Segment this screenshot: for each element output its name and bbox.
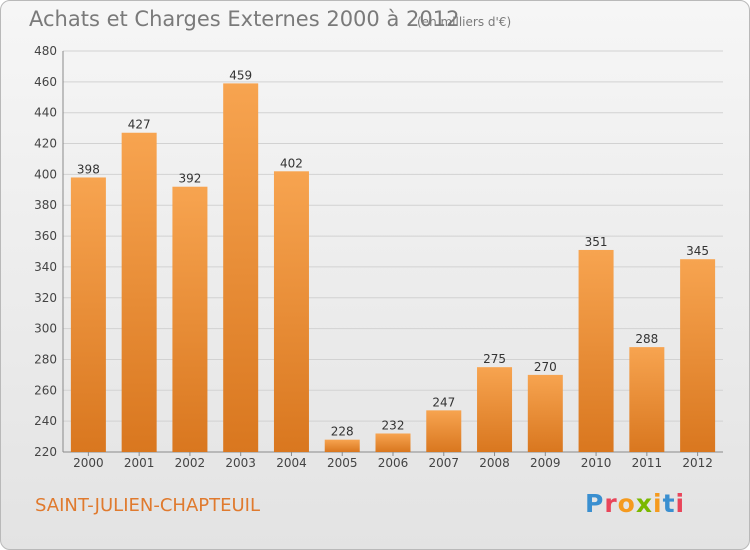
logo-letter: r [604, 489, 618, 518]
data-label: 345 [686, 244, 709, 258]
bar [324, 439, 360, 452]
x-tick-label: 2007 [428, 456, 459, 470]
bar [273, 171, 309, 453]
data-label: 247 [432, 395, 455, 409]
bar [527, 374, 563, 452]
y-tick-label: 300 [34, 322, 57, 336]
x-tick-label: 2009 [530, 456, 561, 470]
x-tick-label: 2011 [632, 456, 663, 470]
y-tick-label: 380 [34, 198, 57, 212]
x-tick-label: 2000 [73, 456, 104, 470]
bar [426, 410, 462, 452]
y-tick-label: 460 [34, 75, 57, 89]
bar [172, 186, 208, 452]
y-tick-label: 280 [34, 352, 57, 366]
x-tick-label: 2006 [378, 456, 409, 470]
data-label: 351 [585, 235, 608, 249]
x-tick-label: 2003 [225, 456, 256, 470]
y-tick-label: 260 [34, 383, 57, 397]
logo-letter: t [662, 489, 676, 518]
bar [629, 347, 665, 452]
proxiti-logo: Proxiti [585, 489, 685, 518]
data-label: 232 [382, 418, 405, 432]
chart-title: Achats et Charges Externes 2000 à 2012 [29, 7, 460, 31]
bar [680, 259, 716, 452]
x-tick-label: 2005 [327, 456, 358, 470]
y-tick-label: 220 [34, 445, 57, 459]
logo-letter: o [617, 489, 636, 518]
bar [70, 177, 106, 452]
logo-letter: P [585, 489, 605, 518]
data-label: 402 [280, 156, 303, 170]
bar [223, 83, 259, 452]
data-label: 398 [77, 162, 100, 176]
data-label: 228 [331, 425, 354, 439]
data-label: 275 [483, 352, 506, 366]
data-label: 427 [128, 118, 151, 132]
y-tick-label: 340 [34, 260, 57, 274]
bar [477, 367, 513, 452]
y-tick-label: 400 [34, 167, 57, 181]
logo-letter: i [675, 489, 686, 518]
commune-name: SAINT-JULIEN-CHAPTEUIL [35, 495, 260, 516]
y-tick-label: 320 [34, 291, 57, 305]
y-tick-label: 480 [34, 44, 57, 58]
data-label: 288 [635, 332, 658, 346]
y-tick-label: 240 [34, 414, 57, 428]
y-tick-label: 360 [34, 229, 57, 243]
y-tick-label: 440 [34, 106, 57, 120]
chart-subtitle: (en milliers d'€) [417, 15, 512, 29]
data-label: 459 [229, 68, 252, 82]
data-label: 392 [178, 172, 201, 186]
data-label: 270 [534, 360, 557, 374]
y-tick-label: 420 [34, 137, 57, 151]
x-tick-label: 2002 [175, 456, 206, 470]
x-tick-label: 2008 [479, 456, 510, 470]
x-tick-label: 2012 [682, 456, 713, 470]
bar [121, 132, 157, 452]
bar [375, 433, 411, 452]
x-tick-label: 2010 [581, 456, 612, 470]
bar [578, 249, 614, 452]
x-tick-label: 2001 [124, 456, 155, 470]
x-tick-label: 2004 [276, 456, 307, 470]
logo-letter: i [653, 489, 663, 518]
logo-letter: x [635, 489, 653, 518]
